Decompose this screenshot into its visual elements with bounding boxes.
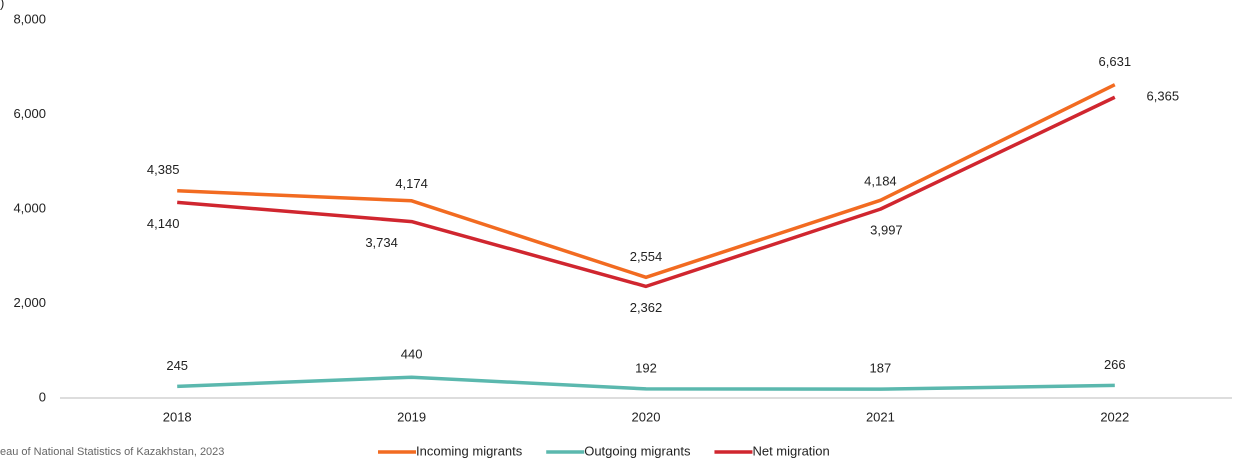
data-label: 440	[401, 347, 423, 362]
data-label: 4,184	[864, 174, 897, 189]
y-tick-label: 4,000	[13, 200, 46, 215]
y-tick-label: 0	[39, 389, 46, 404]
y-tick-label: 8,000	[13, 11, 46, 26]
data-label: 192	[635, 360, 657, 375]
data-label: 266	[1104, 357, 1126, 372]
legend-label: Net migration	[752, 443, 829, 458]
y-tick-label: 6,000	[13, 106, 46, 121]
data-label: 6,631	[1099, 54, 1132, 69]
data-label: 6,365	[1147, 89, 1180, 104]
y-tick-label: 2,000	[13, 295, 46, 310]
legend-label: Incoming migrants	[416, 443, 523, 458]
line-1	[177, 375, 1115, 391]
x-tick-label: 2020	[632, 409, 661, 424]
data-label: 3,734	[365, 235, 398, 250]
data-label: 187	[870, 361, 892, 376]
y-axis-label: )	[0, 0, 4, 10]
data-label: 2,554	[630, 249, 663, 264]
data-label: 4,174	[395, 176, 428, 191]
x-tick-label: 2021	[866, 409, 895, 424]
data-label: 3,997	[870, 223, 903, 238]
x-tick-label: 2022	[1100, 409, 1129, 424]
legend-label: Outgoing migrants	[584, 443, 691, 458]
data-label: 4,140	[147, 216, 180, 231]
data-label: 2,362	[630, 300, 663, 315]
data-label: 4,385	[147, 162, 180, 177]
source: eau of National Statistics of Kazakhstan…	[0, 446, 224, 458]
line-0	[177, 83, 1116, 280]
x-tick-label: 2019	[397, 409, 426, 424]
line-2	[177, 95, 1116, 289]
data-label: 245	[166, 358, 188, 373]
x-tick-label: 2018	[163, 409, 192, 424]
